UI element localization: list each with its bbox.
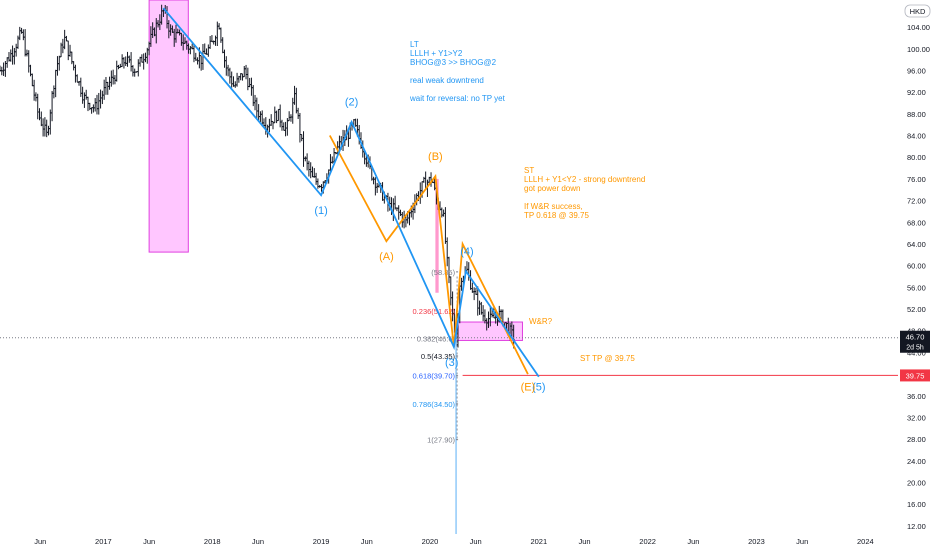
x-tick-label: 2022 [639, 537, 656, 546]
y-tick-label: 100.00 [907, 45, 930, 54]
current-price-badge: 46.70 [906, 333, 925, 342]
y-tick-label: 72.00 [907, 197, 926, 206]
current-price-countdown: 2d 5h [906, 345, 924, 352]
red-marker-box [435, 178, 439, 293]
x-axis[interactable]: Jun 2017 Jun 2018 Jun 2019 Jun 2020 Jun 2021 Jun 20… [0, 534, 932, 550]
x-tick-label: Jun [578, 537, 590, 546]
currency-badge: HKD [910, 7, 926, 16]
fib-level-label: 0.236(51.62) [413, 307, 456, 316]
x-tick-label: Jun [470, 537, 482, 546]
current-price-badge-box [900, 330, 930, 353]
y-tick-label: 12.00 [907, 522, 926, 531]
wr-label: W&R? [529, 317, 553, 326]
y-tick-label: 52.00 [907, 305, 926, 314]
y-tick-label: 36.00 [907, 392, 926, 401]
y-tick-label: 28.00 [907, 435, 926, 444]
fib-level-label: 0.618(39.70) [413, 372, 456, 381]
wave-labels-layer: (1) (2) (3) (4) (5) (A) (B) (E) [314, 97, 545, 394]
y-tick-label: 32.00 [907, 413, 926, 422]
y-tick-label: 44.00 [907, 348, 926, 357]
axis-badges-layer: HKD 46.70 2d 5h 39.75 [900, 4, 931, 382]
x-axis-background [0, 534, 932, 550]
wave-label: (E) [521, 381, 536, 393]
st-tp-label: ST TP @ 39.75 [580, 354, 635, 363]
y-tick-label: 60.00 [907, 262, 926, 271]
y-tick-label: 84.00 [907, 132, 926, 141]
y-tick-label: 104.00 [907, 23, 930, 32]
y-tick-label: 96.00 [907, 66, 926, 75]
x-tick-label: 2019 [313, 537, 330, 546]
wave-label: (A) [379, 251, 394, 263]
y-tick-label: 16.00 [907, 500, 926, 509]
x-tick-label: Jun [687, 537, 699, 546]
y-axis[interactable]: 104.00 100.00 96.00 92.00 88.00 84.00 80.00 76.… [898, 0, 932, 550]
wave-lines-layer [162, 7, 540, 378]
currency-badge-box [904, 4, 931, 18]
x-tick-label: 2017 [95, 537, 112, 546]
lt-note-line: LT [410, 40, 419, 49]
y-tick-label: 24.00 [907, 457, 926, 466]
x-tick-label: 2020 [422, 537, 439, 546]
wave-label: (4) [460, 246, 473, 258]
st-note-line: ST [524, 166, 534, 175]
y-axis-background [898, 0, 932, 550]
st-note-line: TP 0.618 @ 39.75 [524, 211, 589, 220]
horizontal-lines-layer [0, 330, 898, 534]
y-tick-label: 76.00 [907, 175, 926, 184]
target-price-badge-box [900, 369, 930, 382]
st-note-line: If W&R success, [524, 202, 583, 211]
fib-level-label: 0.786(34.50) [413, 400, 456, 409]
lt-note-line: BHOG@3 >> BHOG@2 [410, 58, 497, 67]
y-tick-label: 20.00 [907, 478, 926, 487]
st-note-line: LLLH + Y1<Y2 - strong downtrend [524, 175, 645, 184]
x-tick-label: 2018 [204, 537, 221, 546]
price-series-layer [0, 4, 515, 349]
wave-label: (1) [314, 205, 327, 217]
wave-label: (5) [532, 381, 545, 393]
y-tick-label: 68.00 [907, 218, 926, 227]
wave-line-blue [162, 7, 540, 378]
x-tick-label: 2024 [857, 537, 874, 546]
x-tick-label: Jun [796, 537, 808, 546]
y-tick-label: 88.00 [907, 110, 926, 119]
x-tick-label: 2023 [748, 537, 765, 546]
fib-levels-layer: 0.236(51.62) 0.382(46.6) 0.5(43.35) 0.618(3… [413, 268, 460, 445]
fib-level-label: 0.5(43.35) [421, 352, 456, 361]
wave-line-orange [329, 135, 529, 375]
fib-level-label: 1(27.90) [427, 436, 455, 445]
x-tick-label: Jun [361, 537, 373, 546]
fib-level-label: (58.85) [431, 268, 455, 277]
wave-label: (B) [428, 151, 443, 163]
wave-label: (3) [445, 357, 458, 369]
x-tick-label: 2021 [530, 537, 547, 546]
lt-note-line: real weak downtrend [410, 76, 484, 85]
fib-level-label: 0.382(46.6) [417, 334, 456, 343]
lt-note-line: wait for reversal: no TP yet [409, 94, 506, 103]
st-note-line: got power down [524, 184, 580, 193]
y-tick-label: 56.00 [907, 283, 926, 292]
x-tick-label: Jun [34, 537, 46, 546]
lt-note-line: LLLH + Y1>Y2 [410, 49, 463, 58]
wave-label: (2) [345, 97, 358, 109]
target-price-badge: 39.75 [906, 371, 925, 380]
x-tick-label: Jun [252, 537, 264, 546]
y-tick-label: 92.00 [907, 88, 926, 97]
y-tick-label: 64.00 [907, 240, 926, 249]
x-tick-label: Jun [143, 537, 155, 546]
y-tick-label: 80.00 [907, 153, 926, 162]
